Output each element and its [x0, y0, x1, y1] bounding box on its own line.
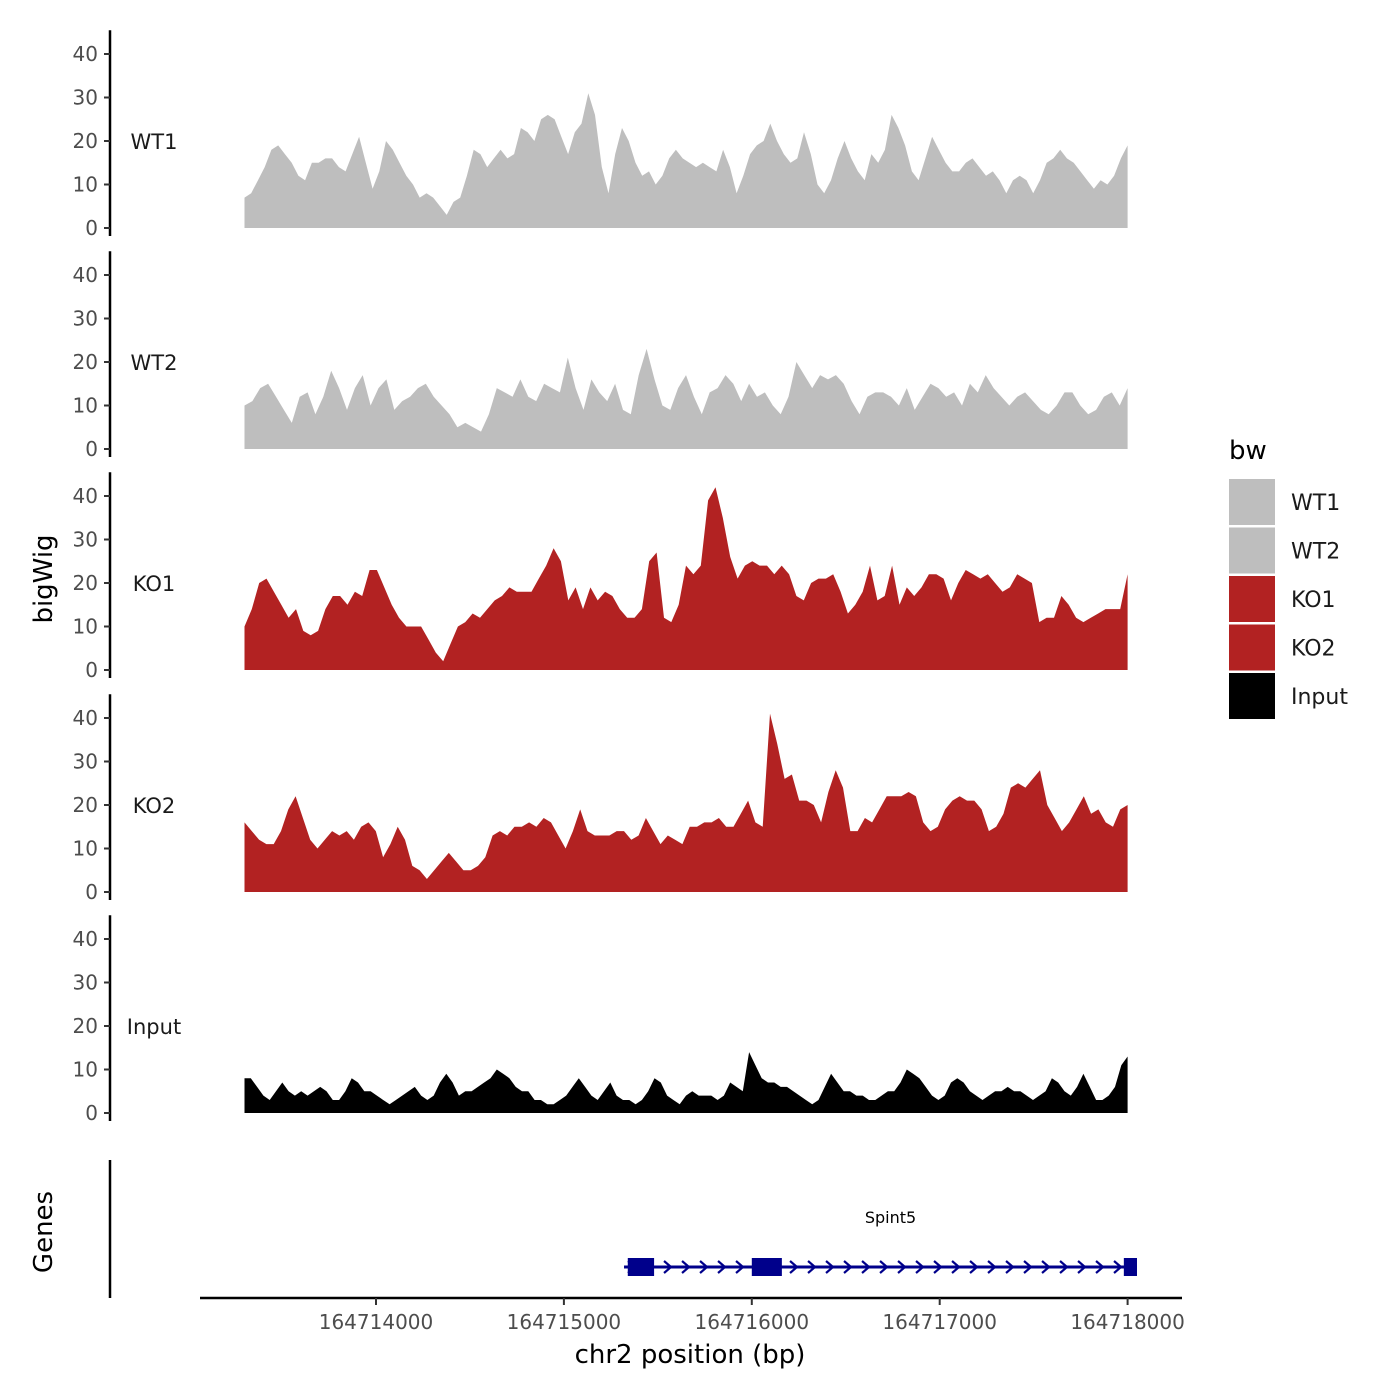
- coverage-area-wt2: [244, 348, 1128, 449]
- genes-axis-title: Genes: [29, 1191, 59, 1273]
- x-tick-label: 164717000: [882, 1310, 997, 1334]
- x-tick-label: 164716000: [695, 1310, 810, 1334]
- coverage-area-input: [244, 1052, 1128, 1113]
- track-ko2: 0 10 20 30 40 KO2: [73, 694, 1128, 904]
- y-tick-label: 10: [73, 1058, 98, 1082]
- y-tick-label: 10: [73, 173, 98, 197]
- strand-arrow: [1059, 1260, 1069, 1274]
- gene-spint5: Spint5: [624, 1208, 1137, 1276]
- strand-arrow: [861, 1260, 871, 1274]
- legend-entry-input: Input: [1229, 673, 1348, 719]
- y-tick-label: 10: [73, 837, 98, 861]
- strand-arrow: [843, 1260, 853, 1274]
- strand-arrow: [1041, 1260, 1051, 1274]
- legend-entry-wt1: WT1: [1229, 479, 1340, 525]
- legend-entry-wt2: WT2: [1229, 527, 1340, 574]
- x-tick-label: 164718000: [1070, 1310, 1185, 1334]
- legend-label: WT2: [1291, 540, 1340, 565]
- coverage-tracks: 0 10 20 30 40 WT1 0 10 20 30 40 WT2 0 10 20 30 40 KO1 0 10 2…: [73, 30, 1128, 1125]
- strand-arrow: [735, 1260, 745, 1274]
- strand-arrow: [807, 1260, 817, 1274]
- strand-arrow: [1023, 1260, 1033, 1274]
- strand-arrow: [879, 1260, 889, 1274]
- coverage-area-ko2: [244, 713, 1128, 892]
- y-tick-label: 30: [73, 750, 98, 774]
- legend-label: KO2: [1291, 637, 1336, 662]
- y-tick-label: 0: [85, 880, 98, 904]
- y-axis-title: bigWig: [29, 534, 59, 623]
- x-axis-title: chr2 position (bp): [575, 1340, 806, 1370]
- strand-arrow: [1077, 1260, 1087, 1274]
- strand-arrow: [897, 1260, 907, 1274]
- strand-arrow: [1005, 1260, 1015, 1274]
- track-ko1: 0 10 20 30 40 KO1: [73, 472, 1128, 682]
- genes-panel: Spint5: [108, 1160, 1137, 1298]
- y-tick-label: 20: [73, 1014, 98, 1038]
- y-tick-label: 30: [73, 86, 98, 110]
- legend-swatch: [1229, 673, 1275, 719]
- track-input: 0 10 20 30 40 Input: [73, 915, 1128, 1125]
- legend-entry-ko1: KO1: [1229, 576, 1336, 622]
- strand-arrow: [933, 1260, 943, 1274]
- legend-label: KO1: [1291, 588, 1336, 613]
- legend: bw WT1 WT2 KO1 KO2 Input: [1229, 436, 1348, 719]
- gene-exon: [627, 1258, 655, 1276]
- strand-arrow: [789, 1260, 799, 1274]
- y-tick-label: 0: [85, 1101, 98, 1125]
- legend-swatch: [1229, 624, 1275, 671]
- y-tick-label: 30: [73, 528, 98, 552]
- track-wt1: 0 10 20 30 40 WT1: [73, 30, 1128, 240]
- strand-arrow: [915, 1260, 925, 1274]
- strand-arrow: [825, 1260, 835, 1274]
- strand-arrow: [681, 1260, 691, 1274]
- strand-arrow: [951, 1260, 961, 1274]
- x-tick-label: 164715000: [507, 1310, 622, 1334]
- strand-arrow: [1113, 1260, 1123, 1274]
- track-label: KO1: [133, 572, 176, 596]
- y-tick-label: 20: [73, 793, 98, 817]
- legend-swatch: [1229, 527, 1275, 574]
- strand-arrow: [663, 1260, 673, 1274]
- legend-title: bw: [1229, 436, 1267, 466]
- strand-arrow: [969, 1260, 979, 1274]
- y-tick-label: 10: [73, 615, 98, 639]
- coverage-area-wt1: [244, 93, 1128, 228]
- y-tick-label: 10: [73, 394, 98, 418]
- y-tick-label: 40: [73, 927, 98, 951]
- y-tick-label: 0: [85, 658, 98, 682]
- gene-exon: [1123, 1258, 1137, 1276]
- y-tick-label: 0: [85, 437, 98, 461]
- y-tick-label: 30: [73, 971, 98, 995]
- x-tick-label: 164714000: [319, 1310, 434, 1334]
- legend-swatch: [1229, 576, 1275, 622]
- y-tick-label: 20: [73, 571, 98, 595]
- y-tick-label: 40: [73, 42, 98, 66]
- strand-arrow: [987, 1260, 997, 1274]
- strand-arrow: [717, 1260, 727, 1274]
- gene-label: Spint5: [865, 1208, 916, 1227]
- y-tick-label: 40: [73, 263, 98, 287]
- coverage-area-ko1: [244, 487, 1128, 670]
- legend-label: WT1: [1291, 491, 1340, 516]
- track-label: Input: [127, 1015, 181, 1039]
- y-tick-label: 0: [85, 216, 98, 240]
- y-tick-label: 20: [73, 350, 98, 374]
- x-axis: 164714000 164715000 164716000 164717000 1647…: [200, 1296, 1185, 1334]
- legend-entry-ko2: KO2: [1229, 624, 1336, 671]
- y-tick-label: 30: [73, 307, 98, 331]
- strand-arrow: [699, 1260, 709, 1274]
- y-tick-label: 20: [73, 129, 98, 153]
- track-label: KO2: [133, 794, 176, 818]
- track-label: WT1: [131, 130, 178, 154]
- y-tick-label: 40: [73, 706, 98, 730]
- strand-arrow: [1095, 1260, 1105, 1274]
- legend-swatch: [1229, 479, 1275, 525]
- track-label: WT2: [131, 351, 178, 375]
- y-tick-label: 40: [73, 484, 98, 508]
- track-wt2: 0 10 20 30 40 WT2: [73, 251, 1128, 461]
- legend-label: Input: [1291, 685, 1348, 710]
- gene-exon: [751, 1258, 782, 1276]
